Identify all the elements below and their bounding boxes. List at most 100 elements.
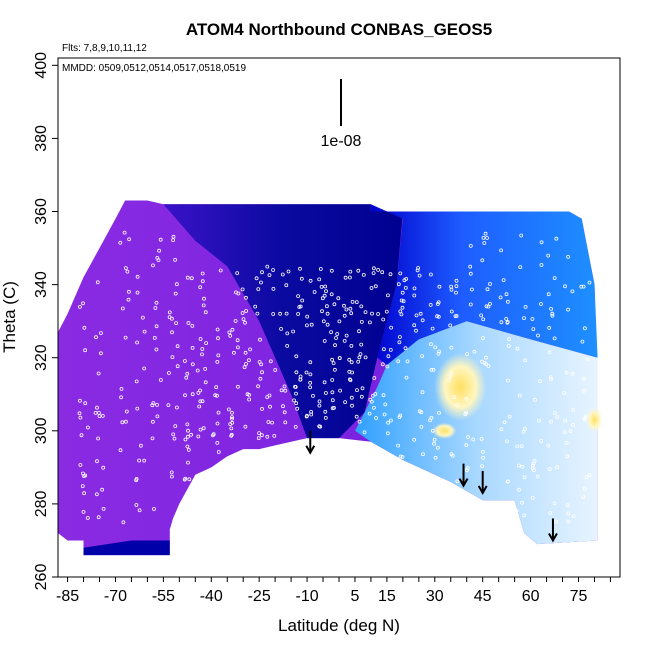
x-tick-label: -70 bbox=[104, 588, 127, 605]
sample-point bbox=[300, 298, 305, 303]
field-deep-blue bbox=[163, 204, 403, 439]
sample-point bbox=[454, 314, 459, 318]
sample-point bbox=[322, 380, 327, 385]
sample-point bbox=[488, 282, 492, 286]
sample-point bbox=[166, 403, 171, 408]
sample-point bbox=[343, 400, 348, 405]
field-deep-corner bbox=[83, 540, 170, 556]
sample-point bbox=[507, 337, 512, 342]
sample-point bbox=[135, 290, 140, 295]
sample-point bbox=[123, 335, 128, 340]
sample-point bbox=[186, 321, 191, 325]
sample-point bbox=[126, 289, 131, 294]
sample-point bbox=[228, 422, 233, 427]
sample-point bbox=[183, 476, 188, 481]
sample-point bbox=[292, 398, 297, 403]
sample-point bbox=[337, 319, 342, 324]
field-high-patch-1 bbox=[434, 352, 487, 421]
sample-point bbox=[448, 323, 453, 328]
sample-point bbox=[100, 413, 105, 418]
sample-point bbox=[317, 403, 322, 408]
x-axis: -85 -70 -55 -40 -25 -10 5 15 30 45 60 75 bbox=[56, 577, 611, 605]
sample-point bbox=[546, 253, 551, 258]
sample-point bbox=[521, 429, 526, 434]
sample-point bbox=[350, 370, 355, 375]
sample-point bbox=[523, 426, 527, 431]
sample-point bbox=[81, 509, 86, 514]
sample-point bbox=[555, 465, 559, 470]
sample-point bbox=[154, 324, 159, 329]
sample-point bbox=[329, 330, 334, 335]
sample-point bbox=[433, 345, 438, 350]
sample-point bbox=[77, 411, 82, 416]
sample-point bbox=[298, 266, 302, 271]
sample-point bbox=[201, 303, 206, 308]
sample-point bbox=[449, 287, 454, 292]
field-high-patch-3 bbox=[432, 422, 457, 439]
sample-point bbox=[211, 432, 216, 437]
sample-point bbox=[348, 306, 353, 311]
sample-point bbox=[229, 426, 234, 431]
sample-point bbox=[135, 340, 140, 345]
x-axis-label: Latitude (deg N) bbox=[278, 616, 400, 635]
sample-point bbox=[183, 393, 187, 398]
sample-point bbox=[429, 342, 433, 347]
sample-point bbox=[388, 272, 393, 277]
sample-point bbox=[480, 336, 485, 341]
sample-point bbox=[297, 305, 302, 309]
sample-point bbox=[336, 296, 341, 301]
sample-point bbox=[522, 316, 526, 321]
sample-point bbox=[175, 364, 180, 369]
sample-point bbox=[142, 329, 147, 334]
sample-point bbox=[549, 377, 553, 382]
sample-point bbox=[323, 284, 328, 289]
sample-point bbox=[349, 395, 354, 400]
y-axis: 260 280 300 320 340 360 380 400 bbox=[33, 52, 58, 590]
sample-point bbox=[431, 367, 436, 372]
field-light-blue bbox=[355, 321, 598, 545]
sample-point bbox=[374, 416, 379, 420]
sample-point bbox=[134, 478, 139, 483]
sample-point bbox=[293, 424, 298, 429]
sample-point bbox=[229, 433, 234, 438]
sample-point bbox=[563, 418, 568, 423]
sample-point bbox=[329, 268, 334, 273]
sample-point bbox=[399, 298, 404, 303]
sample-point bbox=[581, 284, 586, 289]
sample-point bbox=[95, 280, 100, 285]
sample-point bbox=[504, 292, 509, 297]
sample-point bbox=[539, 263, 544, 267]
sample-point bbox=[233, 319, 238, 323]
sample-point bbox=[291, 329, 296, 334]
sample-point bbox=[170, 330, 174, 335]
sample-point bbox=[481, 455, 486, 460]
sample-point bbox=[187, 477, 192, 482]
sample-point bbox=[174, 282, 179, 287]
sample-point bbox=[126, 297, 131, 302]
sample-point bbox=[530, 317, 535, 321]
sample-point bbox=[122, 230, 127, 235]
sample-point bbox=[198, 399, 203, 404]
sample-point bbox=[507, 414, 512, 419]
sample-point bbox=[273, 368, 278, 372]
sample-point bbox=[242, 365, 247, 370]
sample-point bbox=[401, 299, 406, 304]
sample-point bbox=[330, 357, 335, 362]
sample-point bbox=[469, 287, 474, 292]
sample-point bbox=[119, 395, 123, 400]
sample-point bbox=[185, 444, 190, 449]
sample-point bbox=[124, 419, 128, 424]
sample-point bbox=[174, 321, 179, 326]
sample-point bbox=[368, 397, 373, 402]
sample-point bbox=[78, 463, 83, 467]
sample-point bbox=[565, 454, 570, 459]
sample-point bbox=[468, 243, 473, 248]
sample-point bbox=[582, 486, 587, 491]
sample-point bbox=[304, 370, 309, 375]
sample-point bbox=[344, 307, 349, 312]
sample-point bbox=[454, 290, 458, 295]
sample-point bbox=[182, 359, 187, 363]
flights-annotation: Flts: 7,8,9,10,11,12 bbox=[62, 43, 147, 54]
sample-point bbox=[135, 274, 140, 279]
sample-point bbox=[581, 495, 586, 500]
